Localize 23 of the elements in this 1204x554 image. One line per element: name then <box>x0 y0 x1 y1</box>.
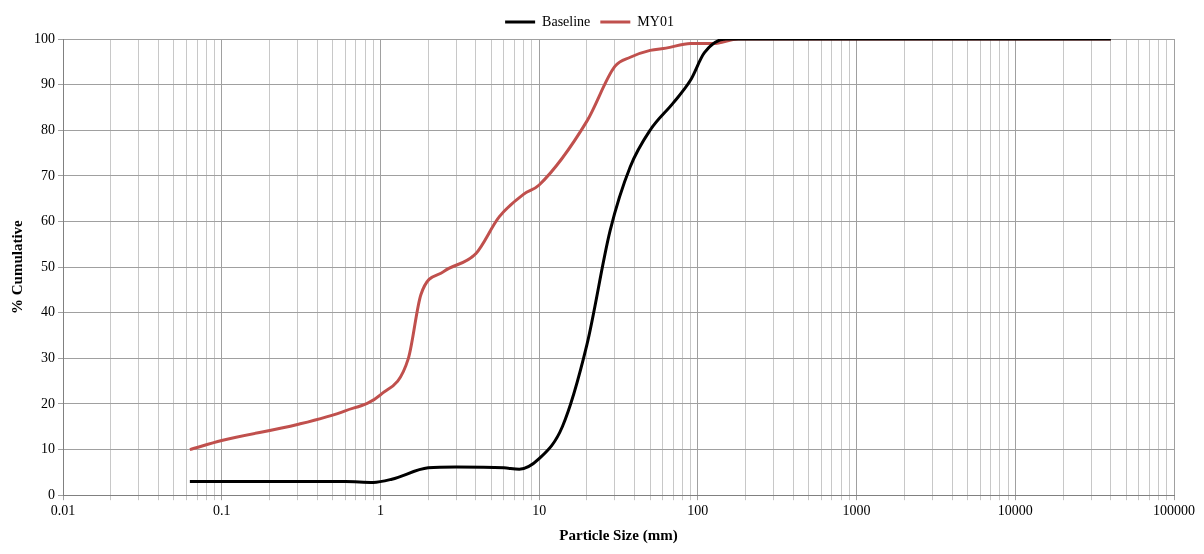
y-tick-label: 90 <box>41 76 55 92</box>
x-tick-label: 10 <box>532 503 547 519</box>
y-tick-label: 20 <box>41 395 55 411</box>
y-tick-label: 100 <box>34 30 55 46</box>
legend-label: Baseline <box>542 13 591 29</box>
x-axis-title: Particle Size (mm) <box>559 526 678 544</box>
y-tick-label: 0 <box>48 486 55 502</box>
y-tick-label: 10 <box>41 441 55 457</box>
x-tick-label: 1000 <box>842 503 871 519</box>
x-tick-label: 100000 <box>1153 503 1195 519</box>
x-tick-label: 0.1 <box>212 503 231 519</box>
y-tick-label: 50 <box>41 258 55 274</box>
y-tick-label: 60 <box>41 213 55 229</box>
y-tick-label: 70 <box>41 167 55 183</box>
y-axis-title: % Cumulative <box>8 219 25 314</box>
x-tick-label: 10000 <box>997 503 1033 519</box>
x-tick-label: 0.01 <box>50 503 76 519</box>
x-tick-label: 1 <box>376 503 384 519</box>
y-tick-label: 30 <box>41 350 55 366</box>
y-tick-label: 40 <box>41 304 55 320</box>
legend-label: MY01 <box>637 13 674 29</box>
x-tick-label: 100 <box>687 503 709 519</box>
y-tick-label: 80 <box>41 121 55 137</box>
